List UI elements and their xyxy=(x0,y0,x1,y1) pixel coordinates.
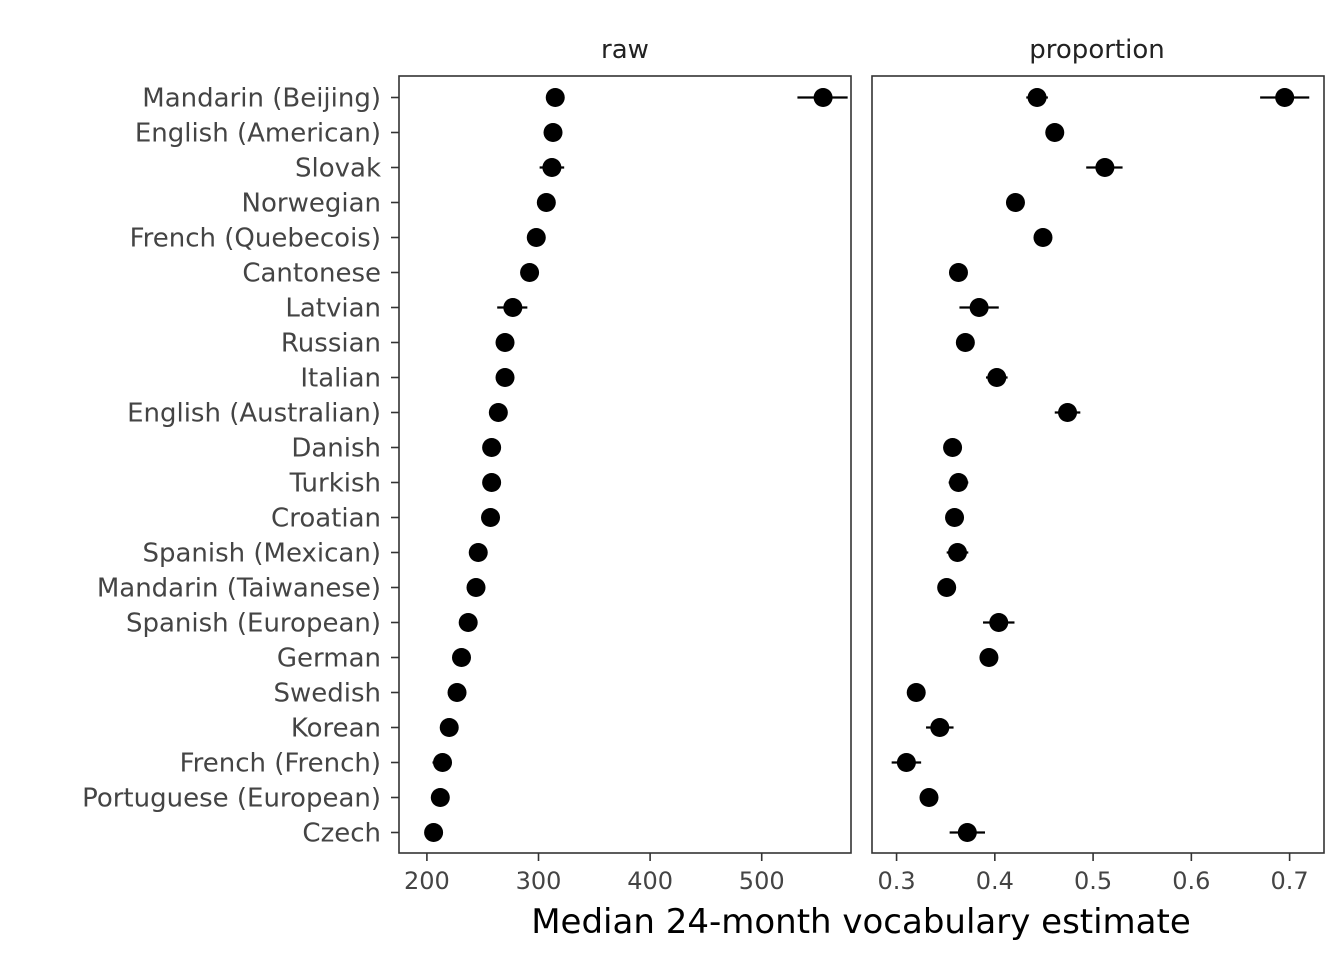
data-point xyxy=(957,823,977,842)
x-tick-label: 0.6 xyxy=(1172,867,1210,895)
category-label: Swedish xyxy=(273,679,381,709)
category-label: Slovak xyxy=(295,154,381,184)
x-axis-proportion: 0.3 0.4 0.5 0.6 0.7 xyxy=(877,853,1309,895)
data-point xyxy=(458,613,478,632)
category-label: Mandarin (Beijing) xyxy=(142,84,381,114)
panel-frame-proportion xyxy=(871,75,1325,854)
x-tick-label: 0.4 xyxy=(976,867,1014,895)
data-point xyxy=(536,193,556,212)
x-axis-raw: 200 300 400 500 xyxy=(404,853,785,895)
x-tick-label: 200 xyxy=(404,867,450,895)
data-point xyxy=(520,263,540,282)
x-tick-label: 0.5 xyxy=(1074,867,1112,895)
category-label: French (Quebecois) xyxy=(130,224,381,254)
data-point xyxy=(1027,88,1047,107)
category-label: Croatian xyxy=(271,504,381,534)
category-label: Norwegian xyxy=(242,189,381,219)
category-label: Czech xyxy=(302,819,381,849)
panel-proportion: proportion 0.3 0.4 0.5 0.6 0.7 xyxy=(871,35,1325,895)
category-label: Korean xyxy=(291,714,381,744)
x-tick-label: 0.7 xyxy=(1271,867,1309,895)
data-point xyxy=(482,473,502,492)
category-label: French (French) xyxy=(180,749,381,779)
data-point xyxy=(919,788,939,807)
category-label: Mandarin (Taiwanese) xyxy=(97,574,381,604)
data-point xyxy=(945,508,965,527)
data-point xyxy=(937,578,957,597)
data-point xyxy=(495,368,515,387)
category-label: Spanish (European) xyxy=(126,609,381,639)
data-point xyxy=(948,473,968,492)
x-tick-label: 0.3 xyxy=(877,867,915,895)
category-label: Portuguese (European) xyxy=(82,784,381,814)
data-point xyxy=(447,683,467,702)
category-label: German xyxy=(277,644,381,674)
data-point xyxy=(424,823,444,842)
data-point xyxy=(1005,193,1025,212)
data-point xyxy=(947,543,967,562)
data-point xyxy=(526,228,546,247)
points-raw xyxy=(424,88,833,842)
data-point xyxy=(466,578,486,597)
category-label: English (American) xyxy=(135,119,381,149)
data-point xyxy=(439,718,459,737)
points-proportion xyxy=(896,88,1295,842)
category-label: Danish xyxy=(291,434,381,464)
data-point xyxy=(813,88,833,107)
data-point xyxy=(451,648,471,667)
data-point xyxy=(1275,88,1295,107)
y-ticks-raw xyxy=(391,96,399,834)
data-point xyxy=(488,403,508,422)
category-label: English (Australian) xyxy=(127,399,381,429)
data-point xyxy=(989,613,1009,632)
data-point xyxy=(430,788,450,807)
data-point xyxy=(1058,403,1078,422)
data-point xyxy=(955,333,975,352)
panel-title-proportion: proportion xyxy=(1029,35,1164,65)
data-point xyxy=(930,718,950,737)
data-point xyxy=(1095,158,1115,177)
category-label: Cantonese xyxy=(242,259,381,289)
data-point xyxy=(542,158,562,177)
data-point xyxy=(1045,123,1065,142)
data-point xyxy=(948,263,968,282)
data-point xyxy=(468,543,488,562)
data-point xyxy=(495,333,515,352)
data-point xyxy=(482,438,502,457)
data-point xyxy=(987,368,1007,387)
data-point xyxy=(906,683,926,702)
category-label: Russian xyxy=(281,329,381,359)
data-point xyxy=(979,648,999,667)
category-label: Spanish (Mexican) xyxy=(142,539,381,569)
x-tick-label: 500 xyxy=(739,867,785,895)
data-point xyxy=(969,298,989,317)
x-tick-label: 400 xyxy=(627,867,673,895)
x-axis-title: Median 24-month vocabulary estimate xyxy=(531,902,1191,942)
data-point xyxy=(503,298,523,317)
category-label: Italian xyxy=(300,364,381,394)
panel-raw: raw 200 300 400 500 xyxy=(391,35,852,895)
panel-title-raw: raw xyxy=(601,35,649,65)
data-point xyxy=(543,123,563,142)
data-point xyxy=(943,438,963,457)
x-tick-label: 300 xyxy=(516,867,562,895)
data-point xyxy=(433,753,453,772)
category-label: Latvian xyxy=(285,294,381,324)
data-point xyxy=(481,508,501,527)
panel-frame-raw xyxy=(398,75,852,854)
data-point xyxy=(545,88,565,107)
data-point xyxy=(1033,228,1053,247)
data-point xyxy=(896,753,916,772)
category-label: Turkish xyxy=(289,469,381,499)
category-labels: Mandarin (Beijing) English (American) Slov… xyxy=(82,84,381,849)
